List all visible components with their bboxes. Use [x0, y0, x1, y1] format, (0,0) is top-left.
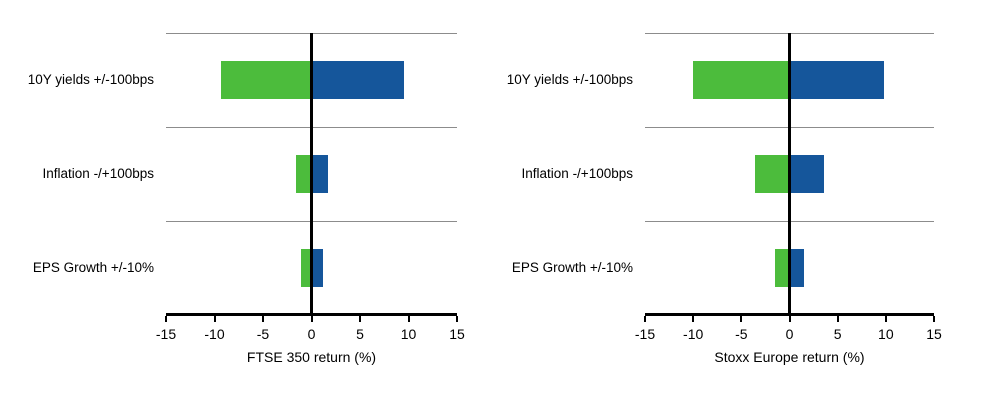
x-axis-tick [884, 316, 887, 322]
x-axis-tick [359, 316, 361, 322]
bar-upside [311, 249, 324, 287]
x-axis-tick-label: 10 [400, 326, 417, 342]
x-axis-tick [740, 316, 743, 322]
plot-area: -15 -10 -5 0 5 10 15 FTSE 350 return (%) [156, 33, 465, 365]
x-axis-tick [262, 316, 264, 322]
category-label: EPS Growth +/-10% [511, 260, 633, 275]
x-axis-tick [407, 316, 410, 322]
x-axis-tick-label: 15 [449, 326, 465, 342]
bar-upside [311, 61, 404, 99]
x-axis-tick [836, 316, 839, 322]
x-axis-tick [644, 316, 646, 322]
bar-upside [789, 61, 884, 99]
category-label: EPS Growth +/-10% [32, 260, 154, 275]
x-axis-tick [692, 316, 695, 322]
x-axis-tick-label: 5 [356, 326, 364, 342]
x-axis-tick-label: -15 [634, 326, 656, 342]
x-axis-tick-label: -10 [204, 326, 225, 342]
category-label: Inflation -/+100bps [521, 166, 633, 181]
bar-upside [789, 155, 825, 193]
x-axis-tick-label: -10 [683, 326, 704, 342]
category-label: 10Y yields +/-100bps [506, 72, 633, 87]
x-axis-tick-label: 10 [878, 326, 894, 342]
category-label: 10Y yields +/-100bps [27, 72, 154, 87]
x-axis-tick-label: 0 [307, 326, 316, 342]
x-axis-tick-label: -5 [735, 326, 748, 342]
x-axis-tick [788, 316, 791, 322]
x-axis-title: FTSE 350 return (%) [246, 349, 377, 365]
bar-downside [300, 249, 312, 287]
bar-upside [789, 249, 804, 287]
x-axis-tick [933, 316, 935, 322]
x-axis-tick [213, 316, 216, 322]
chart-ftse-350-return: 10Y yields +/-100bps Inflation -/+100bps E… [27, 33, 465, 365]
x-axis-tick [310, 316, 313, 322]
x-axis-tick [165, 316, 167, 322]
bar-downside [693, 61, 790, 99]
zero-axis-line [310, 33, 313, 316]
x-axis-tick-label: -5 [256, 326, 270, 342]
chart-stoxx-europe-return: 10Y yields +/-100bps Inflation -/+100bps E… [496, 0, 992, 407]
bar-downside [754, 155, 790, 193]
category-label: Inflation -/+100bps [42, 166, 154, 181]
zero-axis-line [788, 33, 791, 316]
x-axis-tick [456, 316, 458, 322]
x-axis-tick-label: 0 [785, 326, 794, 342]
bar-downside [221, 61, 312, 99]
bar-upside [311, 155, 328, 193]
x-axis-line [645, 313, 934, 316]
bar-downside [295, 155, 312, 193]
x-axis-tick-label: 5 [833, 326, 842, 342]
plot-area: -15 -10 -5 0 5 10 15 Stoxx Europe return (%) [635, 33, 942, 365]
bar-downside [775, 249, 790, 287]
x-axis-title: Stoxx Europe return (%) [714, 349, 865, 365]
x-axis-line [166, 313, 457, 316]
x-axis-tick-label: -15 [155, 326, 177, 342]
x-axis-tick-label: 15 [926, 326, 942, 342]
